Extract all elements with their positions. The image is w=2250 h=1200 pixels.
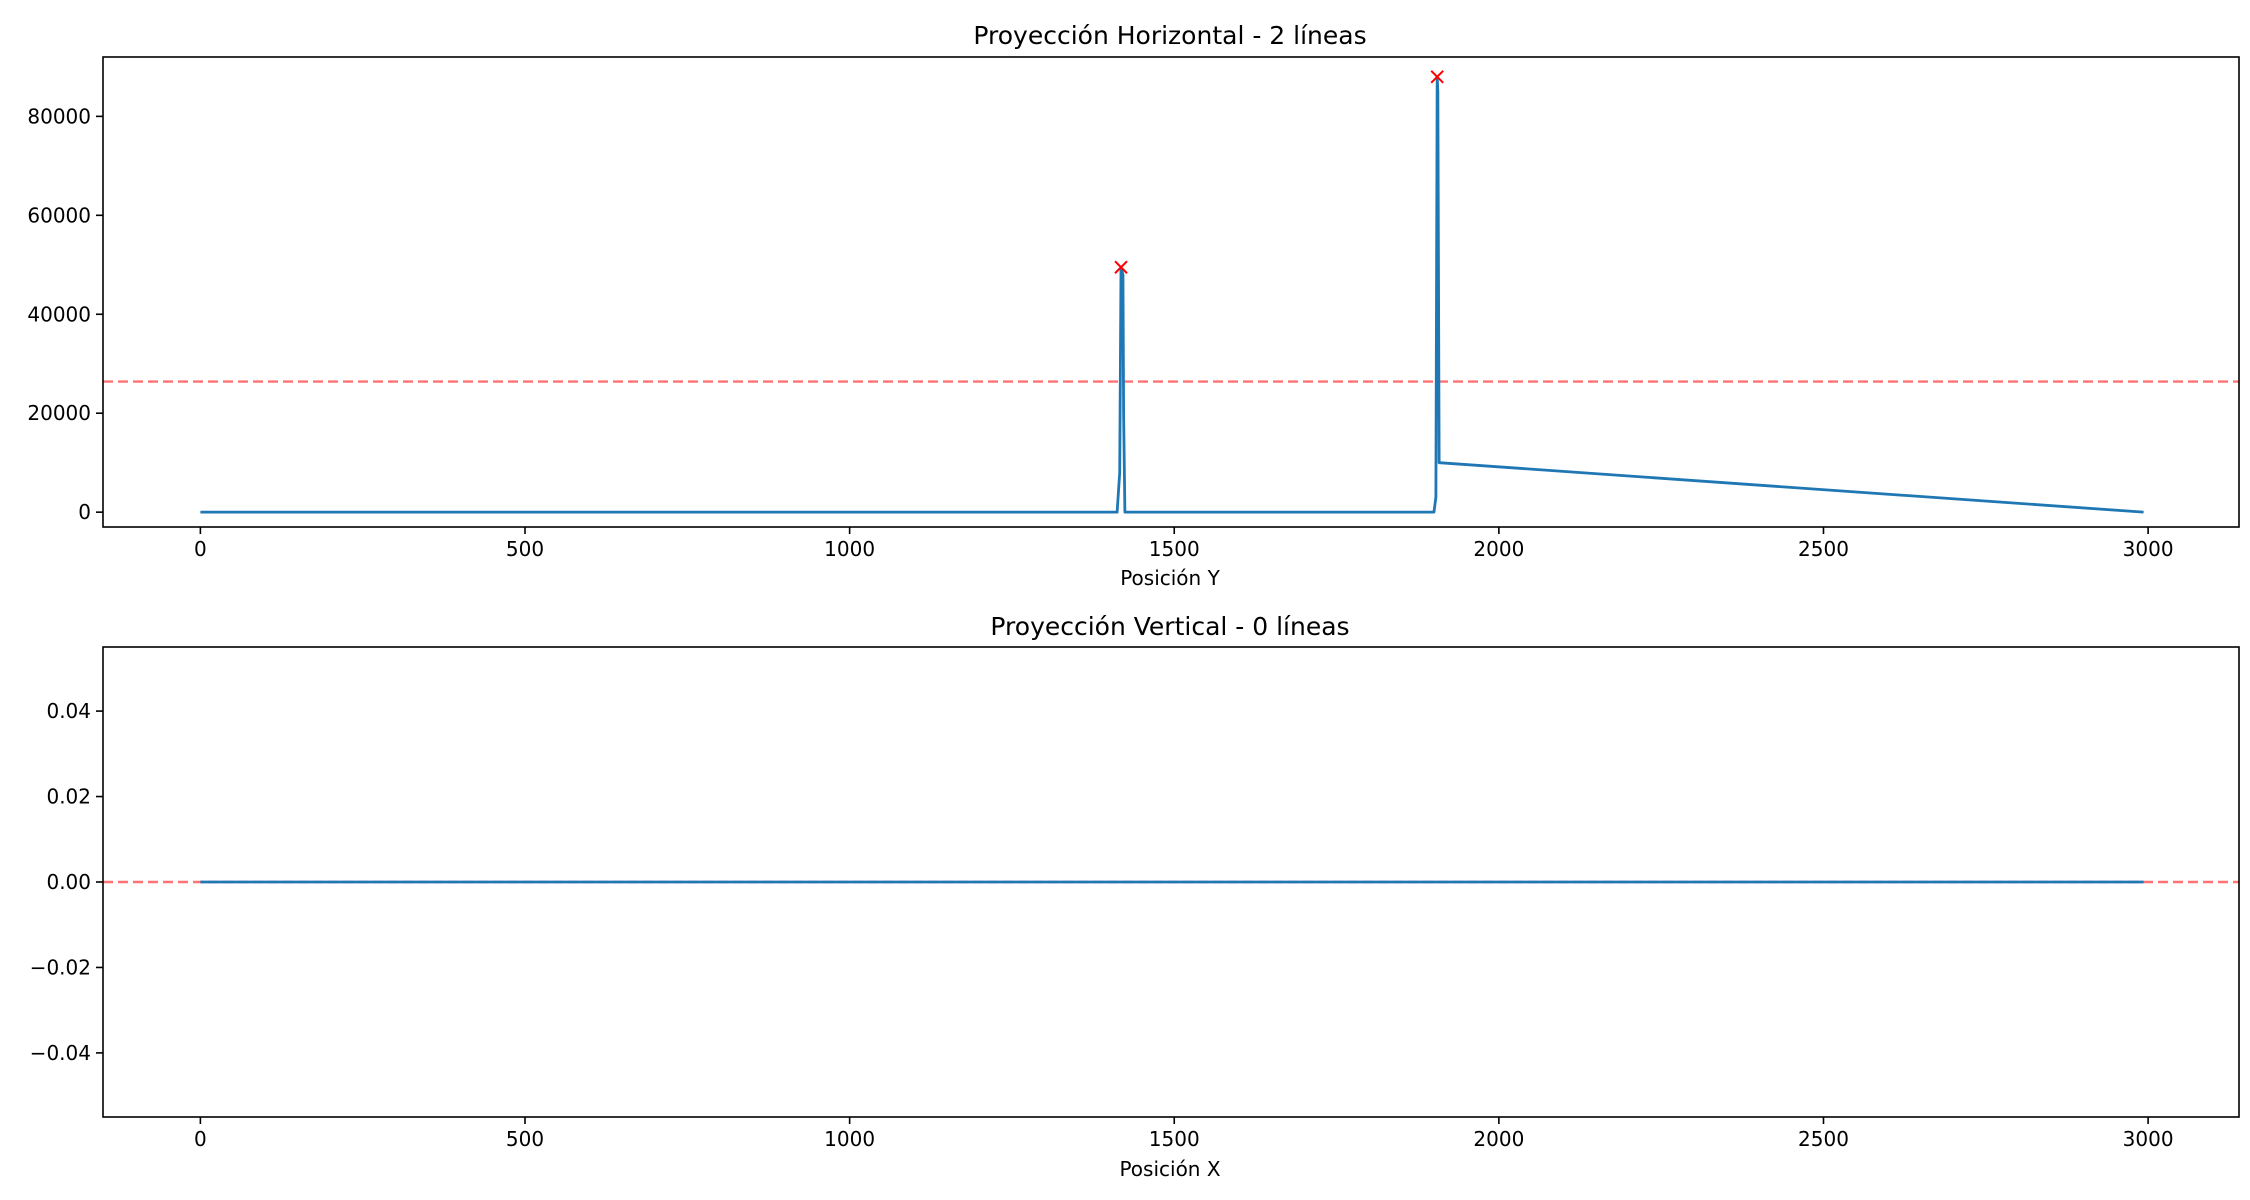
y-tick-label: 0.04 xyxy=(46,699,91,723)
y-tick-label: 0.02 xyxy=(46,785,91,809)
y-tick-label: 40000 xyxy=(27,302,91,326)
y-tick-label: −0.02 xyxy=(30,955,91,979)
x-tick-label: 1000 xyxy=(824,1127,875,1151)
peak-marker xyxy=(1114,260,1128,274)
chart-title: Proyección Vertical - 0 líneas xyxy=(990,612,1349,641)
x-tick-label: 2500 xyxy=(1798,537,1849,561)
x-tick-label: 3000 xyxy=(2123,537,2174,561)
x-tick-label: 1500 xyxy=(1149,1127,1200,1151)
x-tick-label: 500 xyxy=(506,1127,544,1151)
y-tick-label: 80000 xyxy=(27,104,91,128)
peak-marker-stroke xyxy=(1114,260,1128,274)
x-axis-label: Posición X xyxy=(1119,1157,1220,1181)
y-tick-label: 60000 xyxy=(27,203,91,227)
x-tick-label: 1500 xyxy=(1149,537,1200,561)
horizontal-projection-chart: Proyección Horizontal - 2 líneas Posició… xyxy=(27,21,2240,590)
y-tick-label: 0.00 xyxy=(46,870,91,894)
axes-frame xyxy=(102,56,2240,528)
chart-title: Proyección Horizontal - 2 líneas xyxy=(973,21,1366,50)
x-tick-label: 2500 xyxy=(1798,1127,1849,1151)
x-tick-label: 500 xyxy=(506,537,544,561)
vertical-projection-chart: Proyección Vertical - 0 líneas Posición … xyxy=(30,612,2240,1181)
x-tick-label: 2000 xyxy=(1473,537,1524,561)
peak-marker-stroke xyxy=(1430,70,1444,84)
projection-series-line xyxy=(200,75,2144,514)
y-tick-label: 20000 xyxy=(27,401,91,425)
x-axis-label: Posición Y xyxy=(1120,566,1220,590)
x-tick-label: 0 xyxy=(194,537,207,561)
peak-marker xyxy=(1430,70,1444,84)
x-tick-label: 0 xyxy=(194,1127,207,1151)
x-tick-label: 1000 xyxy=(824,537,875,561)
x-tick-label: 2000 xyxy=(1473,1127,1524,1151)
y-tick-label: 0 xyxy=(78,500,91,524)
x-tick-label: 3000 xyxy=(2123,1127,2174,1151)
y-tick-label: −0.04 xyxy=(30,1041,91,1065)
